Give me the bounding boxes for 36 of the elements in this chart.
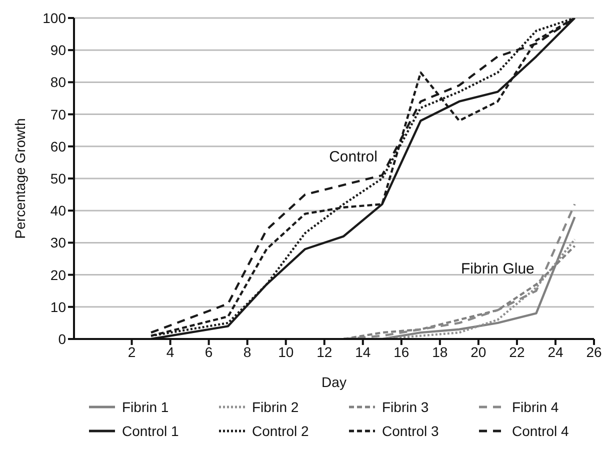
legend-label: Control 2 bbox=[252, 423, 309, 439]
y-tick-label: 80 bbox=[50, 74, 66, 90]
annotation: Fibrin Glue bbox=[461, 260, 534, 278]
x-tick-label: 4 bbox=[166, 344, 174, 360]
legend-label: Fibrin 2 bbox=[252, 399, 299, 415]
y-tick-label: 40 bbox=[50, 202, 66, 219]
x-tick-label: 22 bbox=[509, 344, 525, 360]
x-tick-label: 18 bbox=[432, 344, 448, 360]
x-tick-label: 26 bbox=[586, 344, 602, 360]
y-tick-label: 0 bbox=[58, 330, 66, 347]
x-tick-label: 16 bbox=[394, 344, 410, 360]
annotation: Control bbox=[329, 148, 378, 166]
x-axis-title: Day bbox=[322, 374, 346, 390]
y-tick-label: 50 bbox=[50, 170, 66, 186]
x-tick-label: 6 bbox=[204, 344, 213, 360]
y-tick-label: 10 bbox=[50, 298, 66, 315]
y-tick-label: 20 bbox=[50, 266, 66, 283]
legend-label: Control 4 bbox=[512, 423, 569, 439]
x-tick-label: 12 bbox=[316, 344, 332, 360]
x-tick-label: 2 bbox=[128, 344, 136, 360]
legend-label: Control 3 bbox=[382, 423, 439, 439]
y-tick-label: 90 bbox=[50, 42, 66, 58]
y-tick-label: 30 bbox=[50, 234, 66, 251]
x-tick-label: 10 bbox=[278, 344, 294, 360]
x-tick-label: 20 bbox=[470, 344, 486, 360]
x-tick-label: 8 bbox=[243, 344, 252, 360]
legend-label: Fibrin 3 bbox=[382, 399, 429, 415]
y-tick-label: 60 bbox=[50, 138, 66, 154]
y-tick-label: 70 bbox=[50, 106, 66, 122]
legend-label: Fibrin 1 bbox=[122, 399, 169, 415]
legend-label: Fibrin 4 bbox=[512, 399, 559, 415]
y-tick-label: 100 bbox=[42, 10, 66, 26]
x-tick-label: 24 bbox=[548, 344, 564, 360]
legend-label: Control 1 bbox=[122, 423, 179, 439]
y-axis-title: Percentage Growth bbox=[12, 118, 28, 239]
x-tick-label: 14 bbox=[355, 344, 371, 360]
